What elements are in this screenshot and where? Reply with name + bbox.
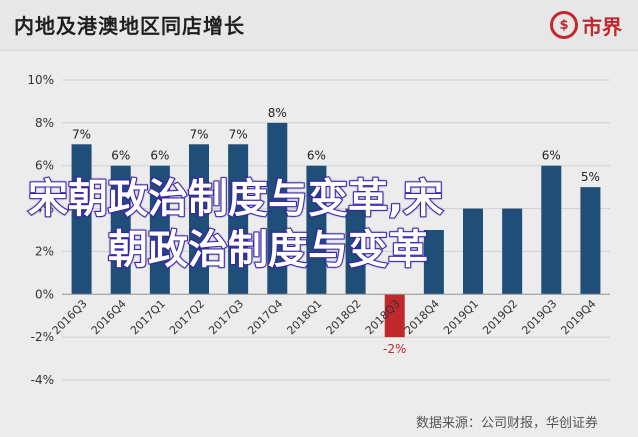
data-label: 5%: [581, 170, 600, 184]
y-tick-label: 2%: [35, 244, 54, 258]
y-tick-label: -4%: [31, 373, 54, 387]
bar: [580, 187, 601, 295]
bar: [306, 165, 327, 295]
bar: [541, 165, 562, 295]
bar: [71, 144, 92, 295]
y-tick-label: 4%: [35, 202, 54, 216]
x-tick-label: 2016Q4: [89, 297, 129, 337]
x-tick-label: 2019Q3: [519, 297, 559, 337]
y-tick-label: 0%: [35, 287, 54, 301]
data-label: 7%: [72, 127, 91, 141]
bar: [423, 230, 444, 295]
x-tick-label: 2017Q2: [167, 297, 207, 337]
bar: [345, 208, 366, 295]
bar: [463, 208, 483, 295]
x-tick-label: 2018Q2: [324, 297, 364, 337]
y-tick-label: 10%: [27, 73, 54, 87]
bar: [228, 144, 249, 295]
data-label: 7%: [189, 127, 208, 141]
bar-chart: 10% 8% 6% 4% 2% 0% -2% -4% 7% 2016Q3 6% 2016Q4 6% 201…: [27, 73, 610, 387]
data-label: 6%: [307, 149, 326, 163]
data-label: 6%: [111, 149, 130, 163]
bar: [189, 144, 209, 295]
bar: [267, 122, 288, 295]
x-tick-label: 2016Q3: [50, 297, 90, 337]
x-tick-label: 2018Q4: [402, 297, 442, 337]
y-tick-label: 6%: [35, 159, 54, 173]
x-tick-label: 2019Q1: [441, 297, 481, 337]
brand-logo: $ 市界: [550, 10, 622, 40]
y-tick-label: 8%: [35, 116, 54, 130]
data-source: 数据来源：公司财报，华创证券: [415, 416, 598, 431]
data-label: -2%: [383, 342, 406, 356]
x-tick-label: 2017Q4: [245, 297, 285, 337]
x-tick-label: 2017Q1: [128, 297, 168, 337]
x-tick-label: 2017Q3: [206, 297, 246, 337]
data-label: 7%: [229, 127, 248, 141]
bar: [502, 208, 523, 295]
bar: [110, 165, 131, 295]
x-tick-label: 2019Q4: [558, 297, 598, 337]
x-tick-label: 2018Q1: [284, 297, 324, 337]
x-tick-label: 2019Q2: [480, 297, 520, 337]
bar: [149, 165, 170, 295]
chart-header: 内地及港澳地区同店增长 $ 市界: [0, 0, 638, 51]
y-tick-label: -2%: [31, 330, 54, 344]
data-label: 6%: [542, 149, 561, 163]
chart-title: 内地及港澳地区同店增长: [14, 14, 245, 38]
data-label: 8%: [268, 106, 287, 120]
bar: [384, 294, 405, 338]
data-label: 6%: [150, 149, 169, 163]
logo-text: 市界: [582, 14, 622, 39]
logo-mark-icon: $: [550, 11, 578, 39]
